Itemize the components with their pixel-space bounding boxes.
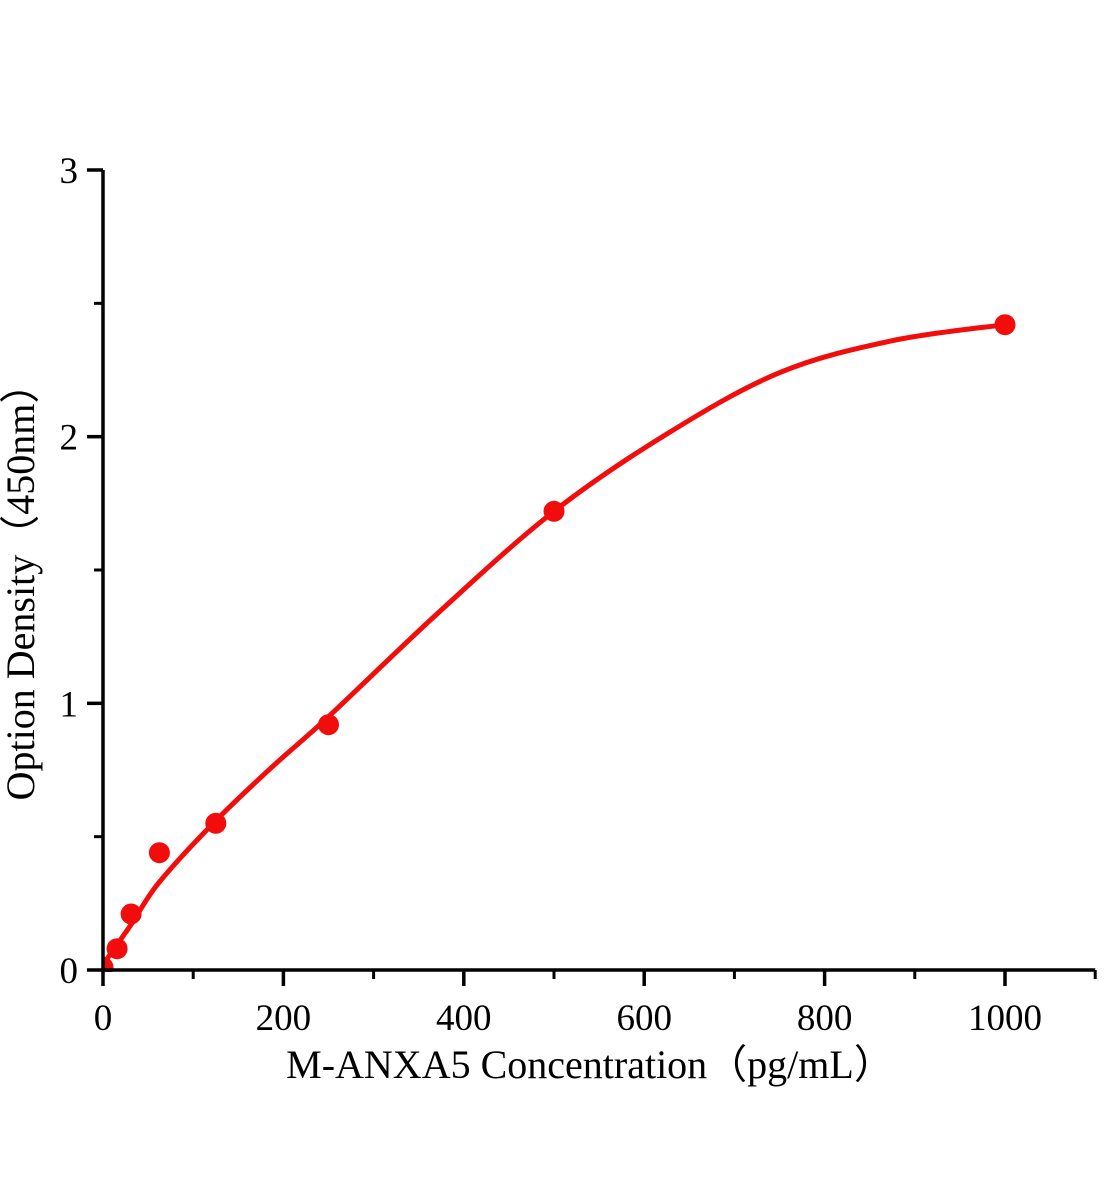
x-tick-label: 1000 — [968, 998, 1042, 1039]
axes-layer: 0 200 400 600 800 1000 0 1 2 3 — [60, 151, 1097, 1039]
y-axis-title: Option Density（450nm） — [0, 364, 43, 801]
data-point — [148, 842, 170, 864]
y-tick-label: 1 — [60, 684, 79, 725]
fit-curve — [103, 322, 1008, 968]
data-point — [205, 812, 227, 834]
data-point — [103, 956, 114, 972]
series-layer — [103, 314, 1016, 972]
x-tick-label: 200 — [256, 998, 312, 1039]
x-tick-label: 400 — [436, 998, 492, 1039]
y-tick-label: 0 — [60, 951, 79, 992]
data-point — [994, 314, 1016, 336]
data-point — [543, 500, 565, 522]
y-tick-label: 3 — [60, 151, 79, 192]
x-tick-label: 0 — [94, 998, 113, 1039]
data-point — [106, 938, 128, 960]
x-axis-title: M-ANXA5 Concentration（pg/mL） — [286, 1042, 894, 1087]
x-tick-label: 800 — [797, 998, 853, 1039]
data-point — [318, 714, 339, 736]
y-tick-label: 2 — [60, 418, 79, 459]
x-tick-label: 600 — [616, 998, 672, 1039]
data-point — [120, 903, 142, 925]
